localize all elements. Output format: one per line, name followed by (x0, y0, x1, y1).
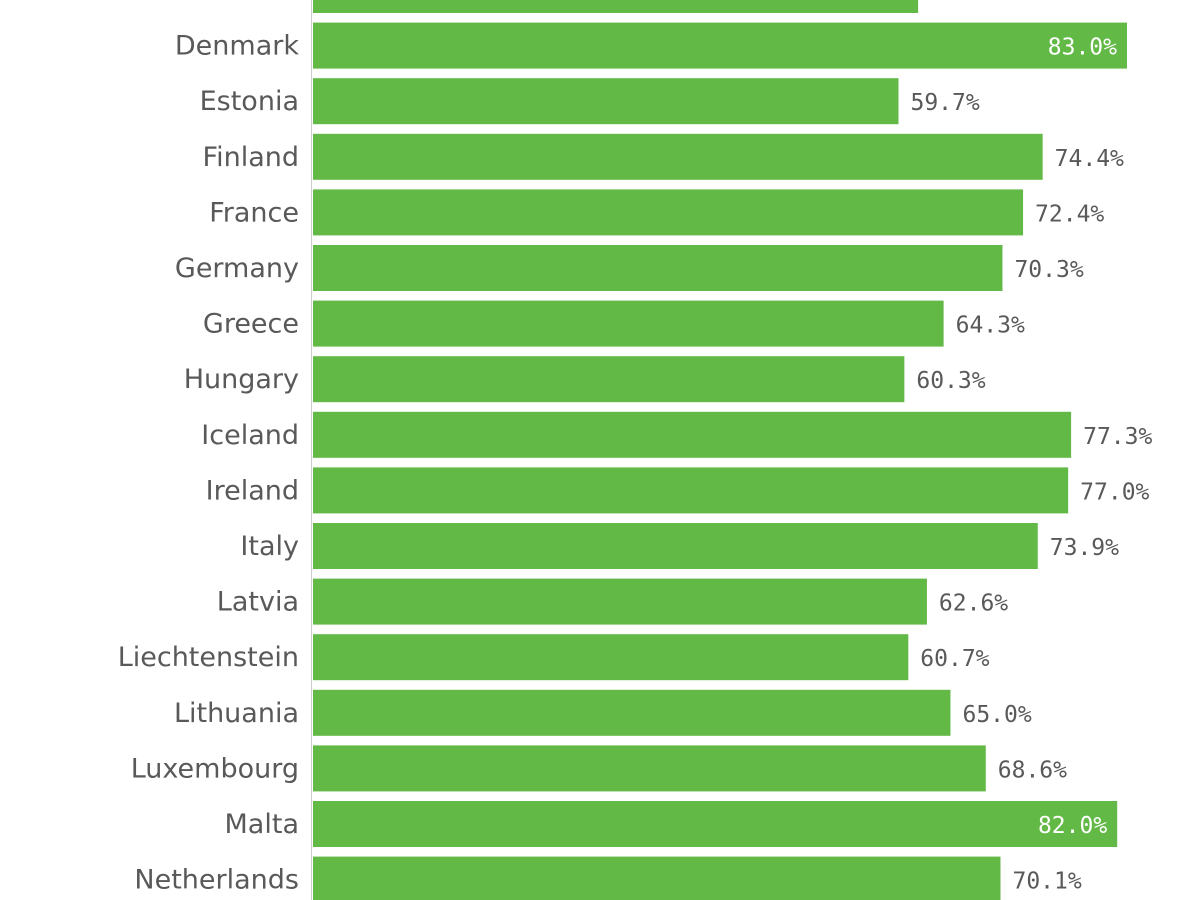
category-label-latvia: Latvia (217, 587, 299, 618)
value-label-denmark: 83.0% (1048, 35, 1117, 61)
bar-hungary[interactable] (313, 356, 905, 403)
bar-lithuania[interactable] (313, 689, 951, 736)
category-label-iceland: Iceland (201, 420, 299, 451)
category-label-luxembourg: Luxembourg (131, 753, 299, 784)
category-label-ireland: Ireland (206, 475, 299, 506)
bar-estonia[interactable] (313, 78, 899, 125)
category-label-estonia: Estonia (200, 86, 299, 117)
bar-luxembourg[interactable] (313, 745, 986, 792)
value-labels-group: 83.0% 59.7% 74.4% 72.4% 70.3% 64.3% 60.3% 77.3%… (910, 35, 1152, 895)
bar-france[interactable] (313, 189, 1024, 236)
bar-greece[interactable] (313, 300, 944, 347)
value-label-estonia: 59.7% (910, 90, 979, 116)
value-label-greece: 64.3% (956, 313, 1025, 339)
category-label-greece: Greece (203, 309, 299, 340)
category-label-denmark: Denmark (175, 31, 299, 62)
bar-italy[interactable] (313, 523, 1038, 569)
bar-netherlands[interactable] (313, 856, 1001, 900)
bar-latvia[interactable] (313, 578, 927, 625)
value-label-liechtenstein: 60.7% (920, 646, 989, 672)
category-label-germany: Germany (175, 253, 299, 284)
category-label-liechtenstein: Liechtenstein (118, 642, 299, 673)
value-label-hungary: 60.3% (916, 368, 985, 394)
category-label-malta: Malta (225, 809, 299, 840)
bar-malta[interactable] (313, 801, 1118, 847)
value-label-latvia: 62.6% (939, 591, 1008, 617)
bar-germany[interactable] (313, 245, 1003, 291)
bar-ireland[interactable] (313, 467, 1069, 514)
value-label-france: 72.4% (1035, 201, 1104, 227)
value-label-malta: 82.0% (1038, 813, 1107, 839)
category-label-italy: Italy (240, 531, 299, 562)
category-label-finland: Finland (203, 142, 299, 173)
category-labels-group: Denmark Estonia Finland France Germany Greece… (118, 31, 300, 896)
category-label-hungary: Hungary (184, 364, 299, 395)
value-label-luxembourg: 68.6% (998, 757, 1067, 783)
category-label-lithuania: Lithuania (174, 698, 299, 729)
bar-liechtenstein[interactable] (313, 634, 909, 681)
value-label-italy: 73.9% (1050, 535, 1119, 561)
value-label-netherlands: 70.1% (1012, 869, 1081, 895)
value-label-iceland: 77.3% (1083, 424, 1152, 450)
bars-group (313, 0, 1127, 900)
category-label-netherlands: Netherlands (134, 865, 299, 896)
value-label-germany: 70.3% (1014, 257, 1083, 283)
value-label-finland: 74.4% (1055, 146, 1124, 172)
bar-denmark[interactable] (313, 22, 1127, 69)
value-label-lithuania: 65.0% (962, 702, 1031, 728)
bar-finland[interactable] (313, 133, 1043, 180)
category-label-france: France (209, 197, 299, 228)
bar-iceland[interactable] (313, 411, 1072, 458)
value-label-ireland: 77.0% (1080, 479, 1149, 505)
bar-top-partial[interactable] (313, 0, 919, 13)
